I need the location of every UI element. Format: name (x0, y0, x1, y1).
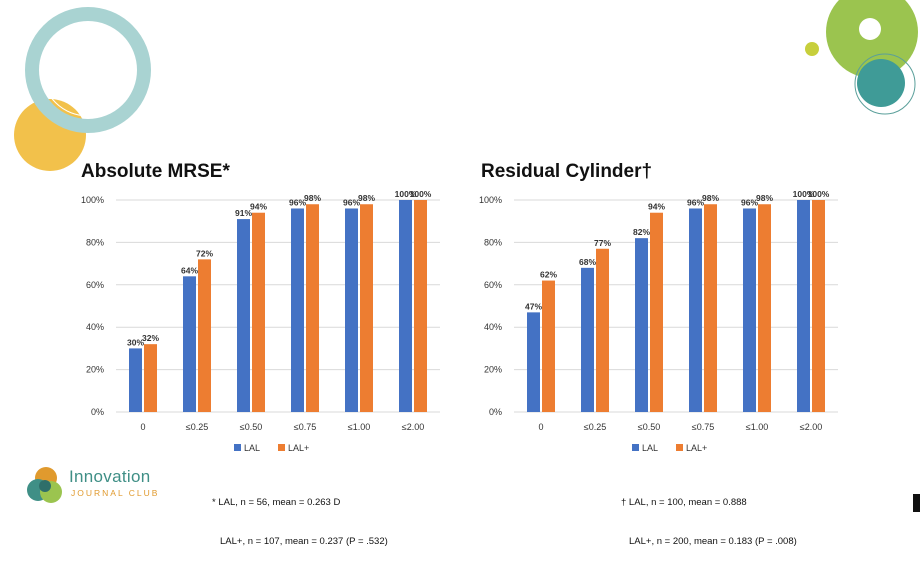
data-label: 100% (793, 189, 815, 199)
data-label: 82% (633, 227, 650, 237)
y-tick-label: 20% (484, 365, 502, 375)
x-tick-label: ≤2.00 (800, 422, 822, 432)
bar-lal-plus (650, 212, 663, 412)
page-marker (913, 494, 920, 512)
footnote-right-line-1: † LAL, n = 100, mean = 0.888 (621, 497, 747, 508)
bar-lal (345, 208, 358, 412)
bar-lal-plus (542, 280, 555, 412)
bar-lal (581, 267, 594, 412)
footnote-right-line-2: LAL+, n = 200, mean = 0.183 (P = .008) (629, 536, 797, 547)
x-tick-label: ≤0.75 (692, 422, 714, 432)
data-label: 77% (594, 238, 611, 248)
legend-label: LAL (642, 443, 658, 453)
data-label: 47% (525, 301, 542, 311)
data-label: 64% (181, 265, 198, 275)
bar-lal (797, 200, 810, 412)
bar-lal (689, 208, 702, 412)
x-tick-label: ≤1.00 (348, 422, 370, 432)
chart-title-left: Absolute MRSE* (81, 161, 230, 182)
bar-lal-plus (144, 344, 157, 412)
footnote-right: † LAL, n = 100, mean = 0.888 LAL+, n = 2… (621, 470, 797, 561)
data-label: 30% (127, 337, 144, 347)
y-tick-label: 40% (484, 322, 502, 332)
data-label: 98% (702, 193, 719, 203)
x-tick-label: ≤0.25 (584, 422, 606, 432)
bar-lal (237, 219, 250, 412)
data-label: 94% (250, 202, 267, 212)
data-label: 68% (579, 257, 596, 267)
bar-lal (129, 348, 142, 412)
bar-lal-plus (414, 200, 427, 412)
x-tick-label: 0 (140, 422, 145, 432)
chart-title-right: Residual Cylinder† (481, 161, 653, 182)
legend-label: LAL+ (288, 443, 309, 453)
footnote-left-line-2: LAL+, n = 107, mean = 0.237 (P = .532) (220, 536, 388, 547)
footnote-left: * LAL, n = 56, mean = 0.263 D LAL+, n = … (212, 470, 388, 561)
bar-lal-plus (704, 204, 717, 412)
bar-lal-plus (252, 212, 265, 412)
legend-swatch (234, 444, 241, 451)
logo: Innovation JOURNAL CLUB (24, 462, 184, 506)
logo-name: Innovation (69, 467, 151, 486)
y-tick-label: 100% (479, 195, 502, 205)
legend-swatch (632, 444, 639, 451)
legend-label: LAL (244, 443, 260, 453)
data-label: 96% (289, 197, 306, 207)
x-tick-label: ≤1.00 (746, 422, 768, 432)
data-label: 62% (540, 270, 557, 280)
x-tick-label: ≤0.75 (294, 422, 316, 432)
y-tick-label: 40% (86, 322, 104, 332)
x-tick-label: ≤0.50 (240, 422, 262, 432)
data-label: 98% (304, 193, 321, 203)
bar-lal-plus (758, 204, 771, 412)
y-tick-label: 60% (86, 280, 104, 290)
y-tick-label: 0% (91, 407, 104, 417)
footnote-left-line-1: * LAL, n = 56, mean = 0.263 D (212, 497, 341, 508)
data-label: 94% (648, 202, 665, 212)
x-tick-label: 0 (538, 422, 543, 432)
x-tick-label: ≤2.00 (402, 422, 424, 432)
bar-lal (743, 208, 756, 412)
bar-lal (183, 276, 196, 412)
data-label: 91% (235, 208, 252, 218)
x-tick-label: ≤0.50 (638, 422, 660, 432)
data-label: 96% (687, 197, 704, 207)
y-tick-label: 80% (484, 237, 502, 247)
y-tick-label: 0% (489, 407, 502, 417)
decorative-circles-top-right (805, 0, 918, 115)
data-label: 72% (196, 248, 213, 258)
data-label: 96% (741, 197, 758, 207)
legend-swatch (278, 444, 285, 451)
bar-lal (635, 238, 648, 412)
bar-lal-plus (812, 200, 825, 412)
y-tick-label: 100% (81, 195, 104, 205)
x-tick-label: ≤0.25 (186, 422, 208, 432)
data-label: 98% (756, 193, 773, 203)
bar-lal-plus (306, 204, 319, 412)
data-label: 100% (395, 189, 417, 199)
logo-subtitle: JOURNAL CLUB (71, 488, 160, 498)
bar-chart-mrse: 0%20%40%60%80%100%30%32%064%72%≤0.2591%9… (81, 189, 440, 453)
circles-logo-icon (27, 467, 62, 503)
y-tick-label: 60% (484, 280, 502, 290)
legend-swatch (676, 444, 683, 451)
bar-lal-plus (360, 204, 373, 412)
bar-lal (527, 312, 540, 412)
data-label: 96% (343, 197, 360, 207)
bar-lal (291, 208, 304, 412)
bar-lal (399, 200, 412, 412)
legend-label: LAL+ (686, 443, 707, 453)
y-tick-label: 20% (86, 365, 104, 375)
decorative-circles-top-left (14, 7, 151, 171)
data-label: 98% (358, 193, 375, 203)
bar-chart-cylinder: 0% 20% 40% 60% 80% 100% 47% 62% 0 68% 77% ≤0.25 82% 9… (479, 189, 838, 453)
data-label: 32% (142, 333, 159, 343)
data-label: 100% (410, 189, 432, 199)
data-label: 100% (808, 189, 830, 199)
y-tick-label: 80% (86, 237, 104, 247)
bar-lal-plus (596, 248, 609, 412)
bar-lal-plus (198, 259, 211, 412)
